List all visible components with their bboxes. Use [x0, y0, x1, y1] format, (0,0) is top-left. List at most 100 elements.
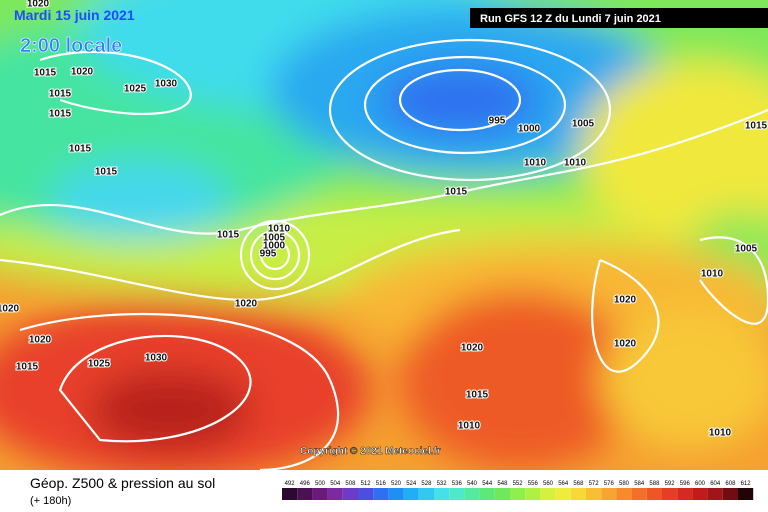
colorbar-swatch	[358, 488, 374, 500]
colorbar-swatch	[327, 488, 343, 500]
isobar-label: 1015	[466, 390, 489, 401]
colorbar-label: 496	[300, 481, 311, 487]
colorbar-label: 508	[345, 481, 356, 487]
colorbar-label: 544	[482, 481, 493, 487]
footer-lead: (+ 180h)	[30, 495, 71, 507]
isobar-label: 1020	[29, 335, 52, 346]
colorbar-label: 548	[497, 481, 508, 487]
isobar-label: 1015	[217, 230, 240, 241]
isobar-label: 1015	[69, 144, 92, 155]
isobar-label: 1020	[0, 304, 20, 315]
colorbar-label: 604	[710, 481, 721, 487]
isobar-label: 1010	[268, 224, 291, 235]
colorbar-swatch	[570, 488, 586, 500]
colorbar-label: 556	[528, 481, 539, 487]
isobar-label: 1005	[572, 119, 595, 130]
isobar-label: 1020	[461, 343, 484, 354]
isobar-label: 1005	[263, 233, 286, 244]
colorbar-swatch	[282, 488, 298, 500]
isobar-label: 1010	[564, 158, 587, 169]
isobar-label: 1010	[709, 428, 732, 439]
colorbar-label: 592	[665, 481, 676, 487]
colorbar-label: 504	[330, 481, 341, 487]
colorbar-swatch	[692, 488, 708, 500]
colorbar: 492 496 500 504 508 512 516 520 524 528 532 536 540 5…	[282, 481, 754, 500]
footer-title: Géop. Z500 & pression au sol	[30, 475, 215, 491]
isobar-label: 1025	[124, 84, 147, 95]
isobar-label: 1015	[34, 68, 57, 79]
colorbar-label: 588	[649, 481, 660, 487]
colorbar-label: 528	[421, 481, 432, 487]
isobar-label: 1020	[235, 299, 258, 310]
colorbar-swatch	[662, 488, 678, 500]
colorbar-swatch	[510, 488, 526, 500]
colorbar-swatch	[342, 488, 358, 500]
colorbar-label: 568	[573, 481, 584, 487]
map-date: Mardi 15 juin 2021	[14, 7, 135, 23]
colorbar-label: 532	[437, 481, 448, 487]
colorbar-swatch	[722, 488, 738, 500]
isobar-label: 1010	[701, 269, 724, 280]
isobar-label: 1010	[458, 421, 481, 432]
isobar-label: 1015	[16, 362, 39, 373]
isobar-label: 1005	[735, 244, 758, 255]
colorbar-label: 584	[634, 481, 645, 487]
colorbar-label: 596	[680, 481, 691, 487]
map-field	[0, 0, 768, 470]
colorbar-swatch	[403, 488, 419, 500]
colorbar-label: 540	[467, 481, 478, 487]
colorbar-swatch	[297, 488, 313, 500]
isobar-label: 1015	[49, 109, 72, 120]
colorbar-label: 520	[391, 481, 402, 487]
isobar-label: 1015	[745, 121, 768, 132]
map-time: 2:00 locale	[20, 35, 122, 57]
isobar-label: 1020	[27, 0, 50, 10]
colorbar-swatch	[631, 488, 647, 500]
colorbar-label: 536	[452, 481, 463, 487]
isobar-label: 995	[260, 249, 277, 260]
colorbar-label: 580	[619, 481, 630, 487]
colorbar-swatch	[312, 488, 328, 500]
colorbar-swatch	[646, 488, 662, 500]
isobar-label: 1020	[614, 339, 637, 350]
colorbar-swatch	[586, 488, 602, 500]
isobar-label: 1015	[49, 89, 72, 100]
colorbar-swatch	[388, 488, 404, 500]
isobar-label: 1000	[263, 241, 286, 252]
colorbar-swatch	[464, 488, 480, 500]
colorbar-label: 560	[543, 481, 554, 487]
colorbar-swatch	[449, 488, 465, 500]
colorbar-swatch	[494, 488, 510, 500]
run-box	[470, 8, 768, 28]
colorbar-label: 612	[741, 481, 752, 487]
colorbar-swatch	[434, 488, 450, 500]
colorbar-label: 608	[725, 481, 736, 487]
colorbar-label: 552	[513, 481, 524, 487]
colorbar-swatch	[479, 488, 495, 500]
colorbar-swatch	[373, 488, 389, 500]
colorbar-swatch	[677, 488, 693, 500]
colorbar-label: 600	[695, 481, 706, 487]
colorbar-swatch	[601, 488, 617, 500]
isobar-label: 1030	[155, 79, 178, 90]
colorbar-label: 492	[285, 481, 296, 487]
colorbar-swatch	[707, 488, 723, 500]
colorbar-swatch	[525, 488, 541, 500]
isobar-label: 1000	[518, 124, 541, 135]
isobar-label: 1030	[145, 353, 168, 364]
isobar-label: 995	[489, 116, 506, 127]
isobar-label: 1020	[614, 295, 637, 306]
colorbar-label: 576	[604, 481, 615, 487]
colorbar-swatch	[738, 488, 754, 500]
colorbar-label: 524	[406, 481, 417, 487]
colorbar-label: 564	[558, 481, 569, 487]
run-info: Run GFS 12 Z du Lundi 7 juin 2021	[480, 13, 661, 25]
isobar-label: 1015	[445, 187, 468, 198]
colorbar-label: 500	[315, 481, 326, 487]
isobar-label: 1020	[71, 67, 94, 78]
colorbar-label: 512	[361, 481, 372, 487]
isobar-label: 1015	[95, 167, 118, 178]
isobar-label: 1025	[88, 359, 111, 370]
